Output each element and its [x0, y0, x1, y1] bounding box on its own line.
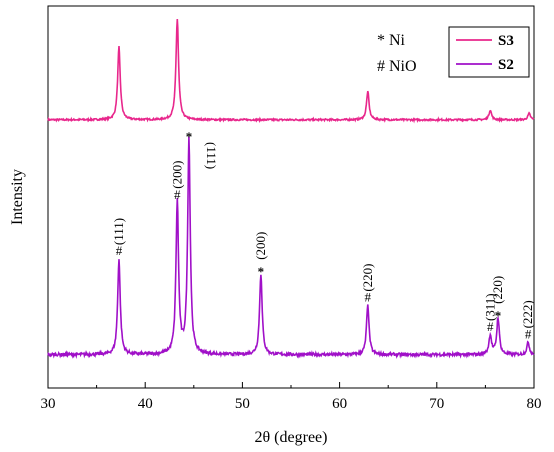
phase-key-ni: * Ni	[377, 32, 406, 49]
peak-annotations: #(111)#(200)*(111)*(200)#(220)#(311)*(22…	[111, 129, 535, 341]
x-tick-label: 30	[41, 396, 56, 412]
x-tick-label: 40	[138, 396, 153, 412]
peak-phase-marker: #	[174, 187, 181, 202]
legend-box	[448, 26, 530, 78]
legend-label-s2: S2	[498, 57, 514, 73]
peak-phase-marker: *	[186, 129, 193, 144]
peak-hkl-label: (220)	[490, 276, 505, 304]
series-line-s2	[47, 136, 535, 360]
phase-key: * Ni # NiO	[377, 32, 417, 75]
legend-label-s3: S3	[498, 33, 514, 49]
peak-hkl-label: (200)	[169, 161, 184, 189]
peak-phase-marker: #	[525, 326, 532, 341]
x-tick-label: 70	[429, 396, 444, 412]
legend: S3 S2	[448, 26, 530, 78]
series-line-s3	[47, 18, 535, 124]
peak-hkl-label: (111)	[111, 218, 126, 245]
x-tick-label: 50	[235, 396, 250, 412]
peak-phase-marker: #	[365, 290, 372, 305]
x-axis-title: 2θ (degree)	[255, 429, 328, 446]
y-axis-title: Intensity	[9, 169, 26, 225]
peak-hkl-label: (111)	[204, 142, 219, 169]
peak-hkl-label: (200)	[253, 232, 268, 260]
x-axis-ticks: 30 40 50 60 70 80	[41, 382, 542, 412]
x-tick-label: 80	[527, 396, 542, 412]
peak-phase-marker: *	[495, 308, 502, 323]
peak-hkl-label: (220)	[360, 263, 375, 291]
peak-hkl-label: (311)	[482, 293, 497, 321]
peak-phase-marker: #	[487, 319, 494, 334]
peak-phase-marker: #	[116, 243, 123, 258]
x-tick-label: 60	[332, 396, 347, 412]
peak-hkl-label: (222)	[520, 300, 535, 328]
peak-phase-marker: *	[258, 264, 265, 279]
phase-key-nio: # NiO	[377, 58, 417, 75]
